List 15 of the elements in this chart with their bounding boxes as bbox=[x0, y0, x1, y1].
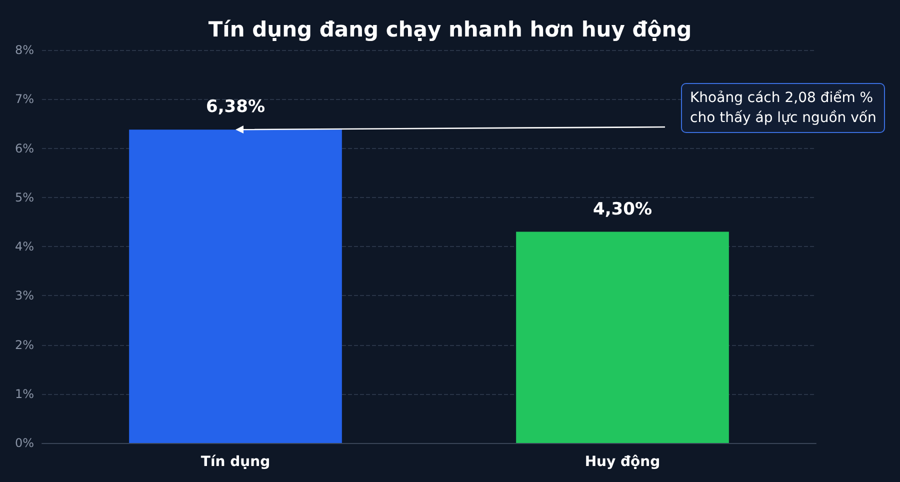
annotation: Khoảng cách 2,08 điểm % cho thấy áp lực nguồn vốn bbox=[681, 83, 886, 133]
y-tick-label: 2% bbox=[14, 338, 34, 352]
chart-title: Tín dụng đang chạy nhanh hơn huy động bbox=[208, 18, 692, 42]
data-label: 6,38% bbox=[206, 97, 265, 118]
y-tick-label: 6% bbox=[14, 141, 34, 156]
y-tick-label: 8% bbox=[14, 43, 34, 57]
y-tick-label: 0% bbox=[14, 436, 34, 450]
y-tick-label: 4% bbox=[14, 240, 34, 254]
y-tick-label: 1% bbox=[14, 386, 34, 401]
data-label: 4,30% bbox=[593, 199, 652, 220]
y-tick-label: 5% bbox=[14, 190, 34, 204]
x-tick-label: Huy động bbox=[584, 454, 660, 470]
y-tick-label: 7% bbox=[14, 92, 34, 106]
y-tick-label: 3% bbox=[14, 288, 34, 303]
x-tick-label: Tín dụng bbox=[200, 454, 270, 470]
